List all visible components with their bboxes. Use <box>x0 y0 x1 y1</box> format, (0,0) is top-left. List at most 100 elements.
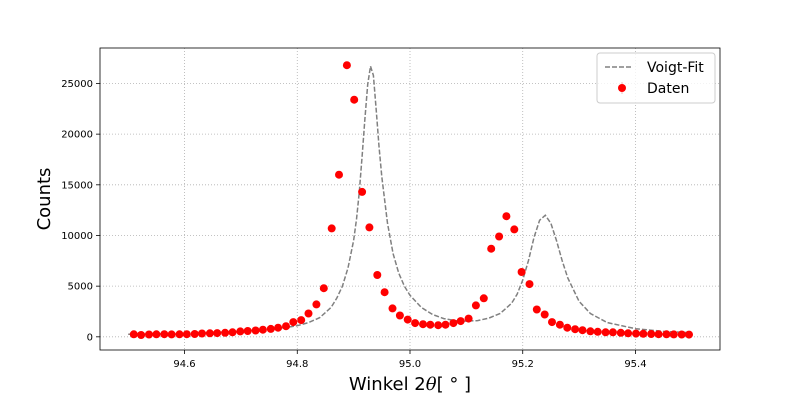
data-point <box>563 323 572 332</box>
data-point <box>236 327 245 336</box>
data-point <box>647 330 656 338</box>
data-point <box>297 316 306 325</box>
data-point <box>578 326 587 335</box>
data-point <box>213 329 222 338</box>
x-tick-label: 95.2 <box>512 359 534 370</box>
y-tick-label: 0 <box>87 332 93 343</box>
data-point <box>258 325 267 334</box>
data-point <box>593 327 602 336</box>
data-point <box>282 322 290 331</box>
data-point <box>395 311 404 320</box>
data-point <box>449 319 458 328</box>
data-point <box>632 329 640 338</box>
data-point <box>205 329 214 338</box>
x-tick-label: 95.4 <box>624 359 646 370</box>
data-point <box>525 280 534 289</box>
data-point <box>251 326 260 335</box>
data-point <box>319 284 328 293</box>
legend-data-marker <box>618 84 626 92</box>
y-tick-label: 15000 <box>61 180 93 191</box>
y-axis-title: Counts <box>34 168 55 231</box>
x-axis-title: Winkel 2θ[ ° ] <box>349 374 471 395</box>
data-point <box>624 329 633 338</box>
data-point <box>677 330 686 339</box>
data-point <box>198 329 206 338</box>
data-points <box>129 61 693 339</box>
x-axis-ticks: 94.6 94.8 95.0 95.2 95.4 <box>173 350 647 370</box>
data-point <box>335 170 343 179</box>
data-point <box>471 301 480 310</box>
data-point <box>495 232 504 241</box>
y-axis-ticks: 0 5000 10000 15000 20000 25000 <box>61 79 100 343</box>
data-point <box>517 268 526 276</box>
data-point <box>479 294 488 303</box>
data-point <box>228 328 237 337</box>
data-point <box>129 330 138 339</box>
data-point <box>555 320 564 329</box>
data-point <box>358 187 367 196</box>
data-point <box>190 330 199 338</box>
y-tick-label: 5000 <box>68 282 93 293</box>
y-tick-label: 20000 <box>61 130 93 141</box>
x-tick-label: 94.6 <box>173 359 195 370</box>
data-point <box>327 224 336 233</box>
data-point <box>373 271 382 279</box>
data-point <box>419 320 427 329</box>
y-tick-label: 25000 <box>61 79 93 90</box>
y-tick-label: 10000 <box>61 231 93 242</box>
x-axis-title-suffix: [ ° ] <box>437 374 472 395</box>
data-point <box>548 318 556 327</box>
data-point <box>243 327 252 335</box>
data-point <box>167 330 176 339</box>
data-point <box>586 327 595 336</box>
data-point <box>434 321 443 330</box>
legend-data-label: Daten <box>647 81 689 97</box>
data-point <box>662 330 671 339</box>
data-point <box>145 330 153 339</box>
data-point <box>426 320 435 329</box>
data-point <box>502 212 511 221</box>
data-point <box>152 330 161 339</box>
data-point <box>182 330 191 339</box>
data-point <box>274 323 283 332</box>
data-point <box>487 244 496 253</box>
data-point <box>510 225 519 234</box>
x-tick-label: 94.8 <box>286 359 308 370</box>
legend: Voigt-Fit Daten <box>596 52 716 104</box>
data-point <box>532 305 541 314</box>
legend-box <box>596 52 716 104</box>
data-point <box>616 328 625 337</box>
data-point <box>160 330 169 339</box>
x-axis-title-theta: θ <box>426 374 437 395</box>
data-point <box>654 330 663 339</box>
data-point <box>639 329 648 338</box>
data-point <box>304 309 313 318</box>
data-point <box>540 310 549 319</box>
data-point <box>608 328 617 337</box>
data-point <box>350 95 359 104</box>
data-point <box>388 304 397 313</box>
data-point <box>266 324 275 333</box>
data-point <box>175 330 184 339</box>
data-point <box>571 325 580 334</box>
data-point <box>464 314 473 323</box>
data-point <box>365 223 374 232</box>
data-point <box>289 318 298 327</box>
data-point <box>685 330 693 339</box>
legend-fit-label: Voigt-Fit <box>647 60 704 76</box>
data-point <box>380 288 389 297</box>
x-tick-label: 95.0 <box>399 359 421 370</box>
fit-line <box>128 65 692 336</box>
data-point <box>342 61 351 70</box>
data-point <box>137 331 146 339</box>
data-point <box>456 317 465 326</box>
data-point <box>403 315 412 324</box>
data-point <box>221 328 230 337</box>
data-point <box>669 330 678 339</box>
data-point <box>601 328 610 337</box>
x-axis-title-prefix: Winkel 2 <box>349 374 426 395</box>
data-point <box>411 319 420 328</box>
data-point <box>312 300 321 309</box>
data-point <box>441 320 450 329</box>
